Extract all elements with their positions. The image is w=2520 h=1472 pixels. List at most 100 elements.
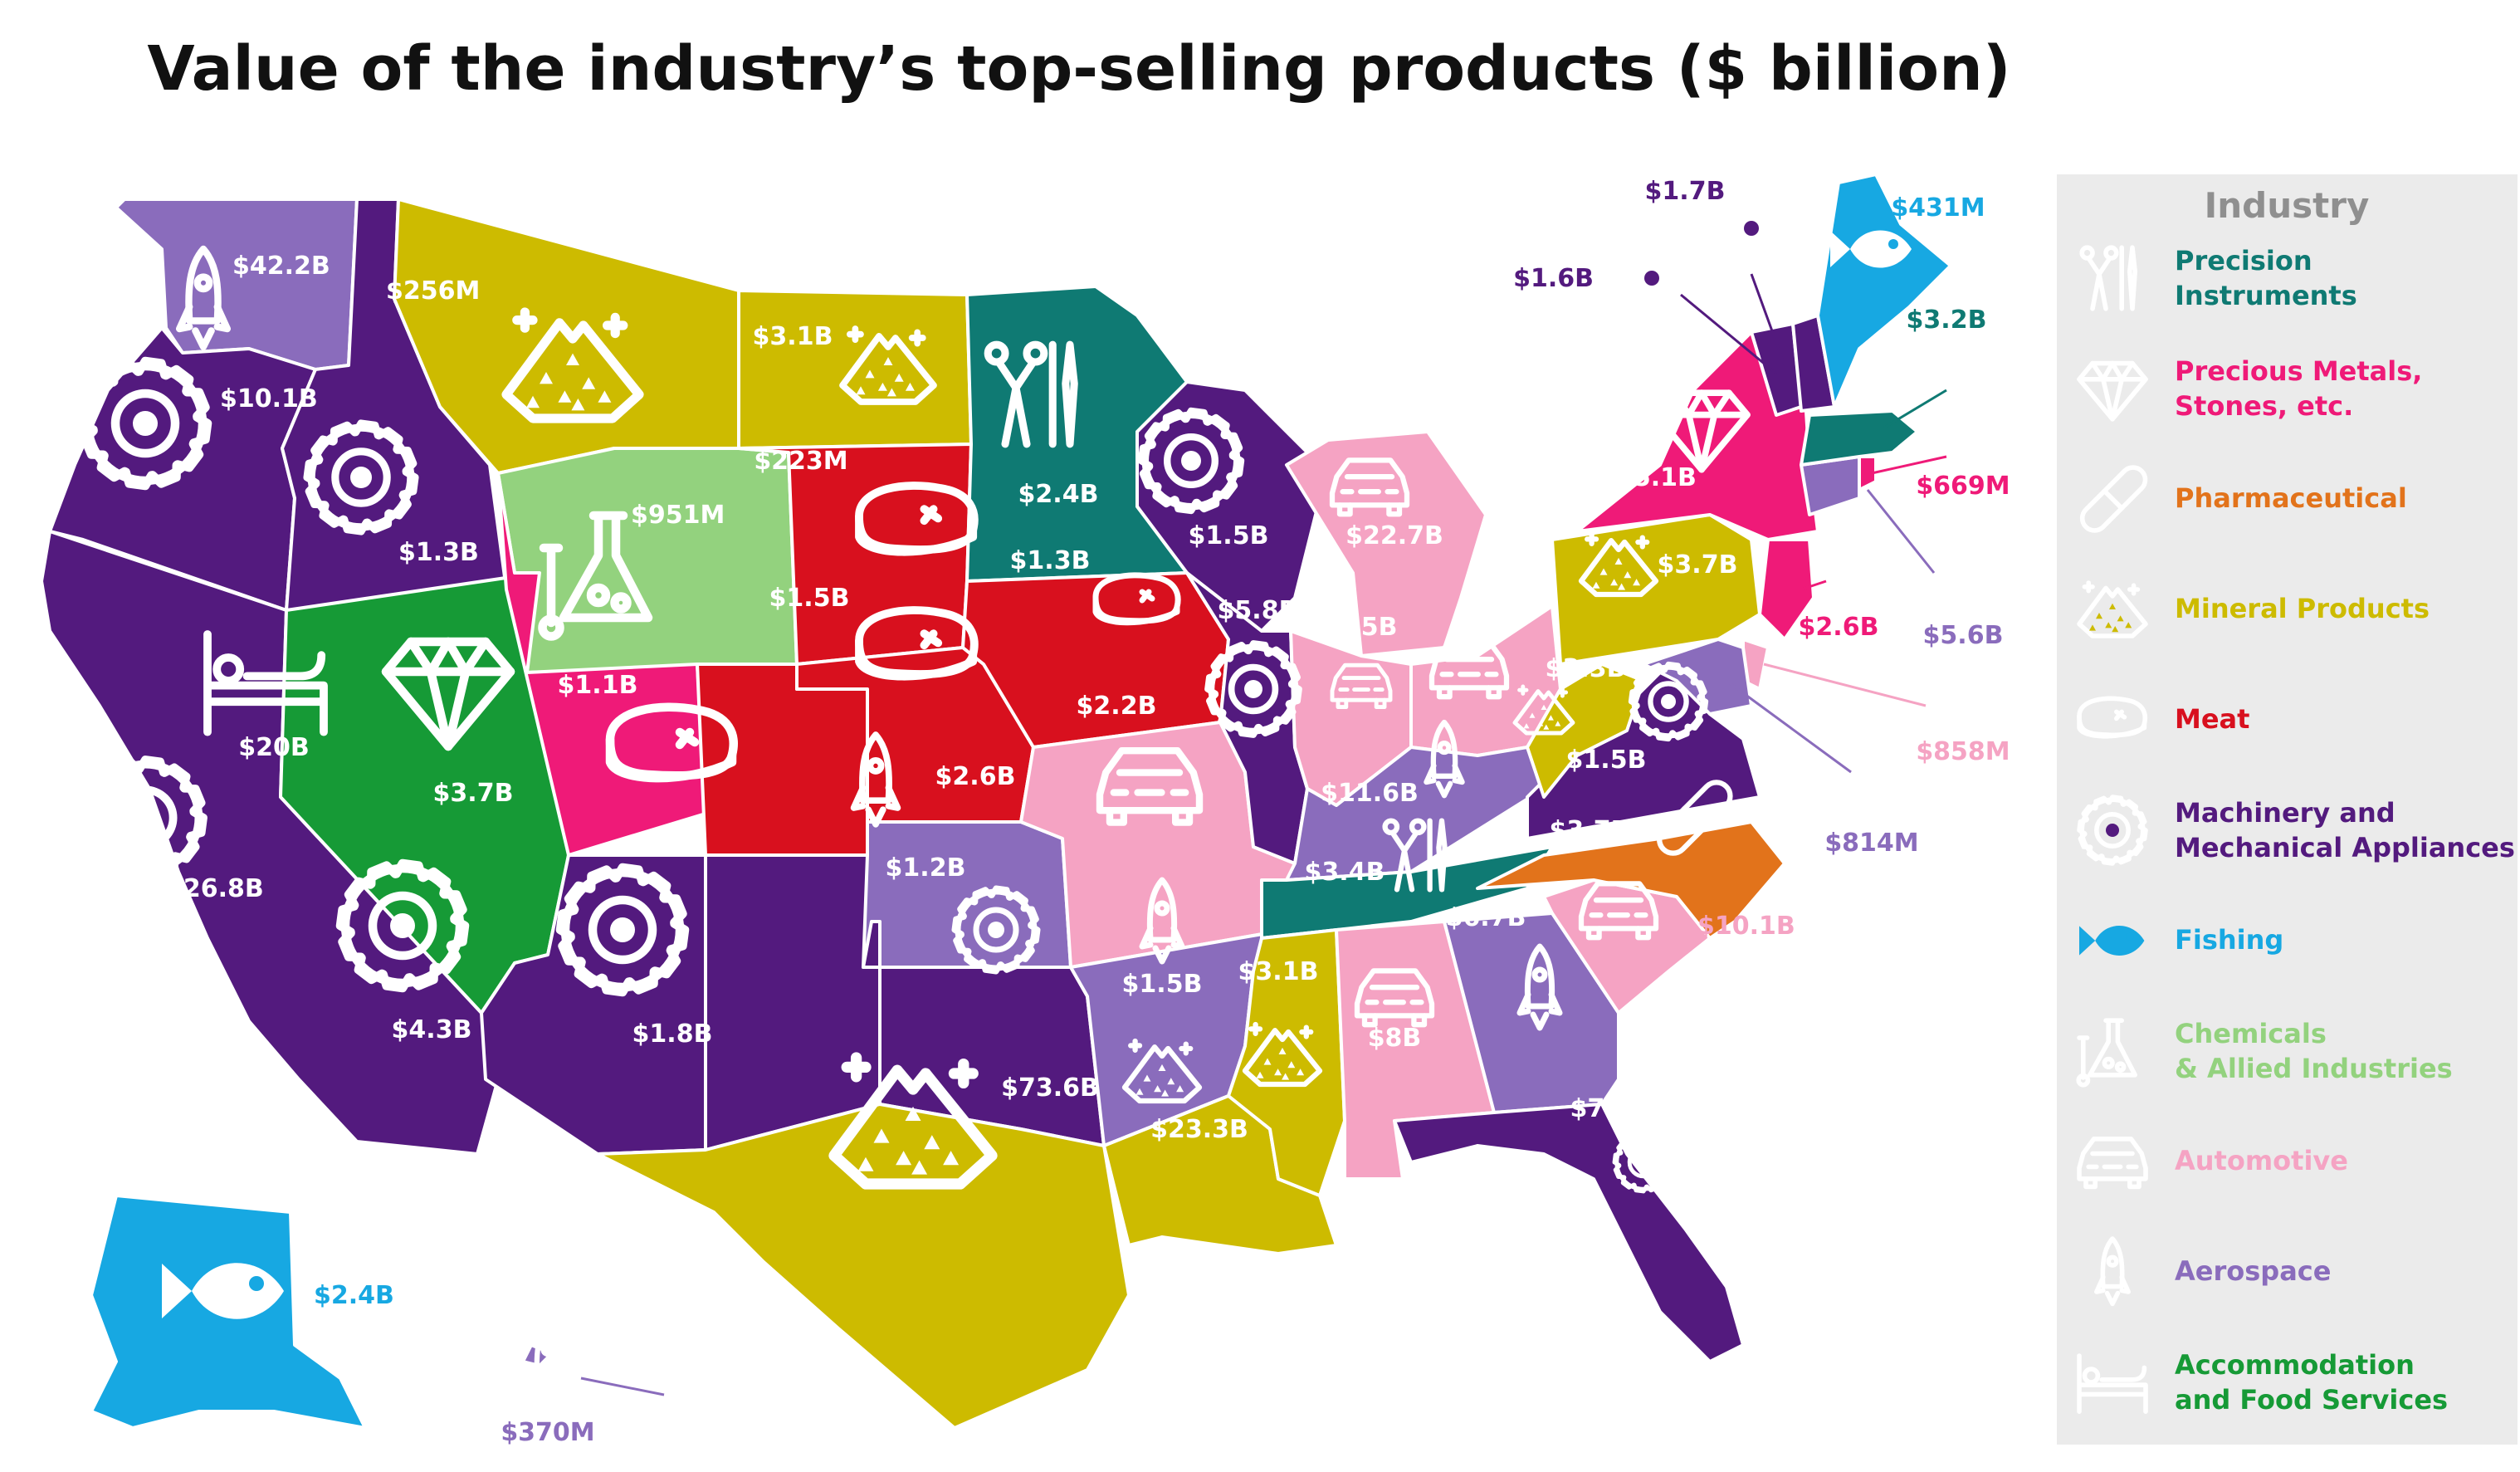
- value-label-de: $858M: [1916, 737, 2010, 766]
- surgical-tools-icon: [2079, 245, 2138, 311]
- legend-label: Precision: [2175, 245, 2312, 276]
- legend-label: Instruments: [2175, 280, 2357, 311]
- mineral-pile-icon: [501, 307, 644, 423]
- legend-item-surgical-tools: Precision Instruments: [2079, 245, 2357, 311]
- gear-icon: [303, 419, 419, 535]
- gear-icon: [1137, 407, 1245, 515]
- value-label-mn: $2.4B: [1018, 480, 1099, 509]
- rocket-icon: [1139, 877, 1185, 965]
- value-label-wv: $3.3B: [1546, 654, 1626, 683]
- gear-icon: [555, 863, 690, 997]
- value-label-me: $431M: [1891, 193, 1985, 223]
- bed-icon: [2077, 1353, 2148, 1415]
- state-md: [1642, 638, 1753, 716]
- state-me: [1816, 173, 1952, 408]
- value-label-al: $8B: [1368, 1024, 1422, 1053]
- legend-label: Machinery and: [2175, 797, 2395, 829]
- state-wi: [1135, 380, 1321, 641]
- value-label-wy: $951M: [631, 501, 725, 530]
- mineral-pile-icon: [1121, 1038, 1203, 1104]
- gear-icon: [78, 356, 212, 491]
- state-tx: [596, 1103, 1131, 1430]
- state-fl: [1393, 1103, 1745, 1363]
- gear-icon: [951, 885, 1041, 975]
- value-label-az: $4.3B: [392, 1015, 472, 1044]
- steak-icon: [2077, 696, 2148, 739]
- leader-line-md: [1726, 679, 1852, 774]
- value-label-ga: $6.7B: [1446, 903, 1526, 932]
- legend-label: Automotive: [2175, 1145, 2348, 1176]
- mineral-pile-icon: [1242, 1021, 1323, 1088]
- value-label-ne: $1.5B: [769, 584, 850, 613]
- legend-label: Mineral Products: [2175, 593, 2430, 624]
- rocket-icon: [2093, 1236, 2132, 1307]
- legend-label: and Food Services: [2175, 1384, 2448, 1416]
- legend-item-pill: Pharmaceutical: [2079, 465, 2407, 533]
- state-nj: [1758, 538, 1815, 641]
- value-label-va: $1.5B: [1566, 746, 1647, 775]
- legend-item-fish: Fishing: [2079, 924, 2283, 956]
- car-icon: [1096, 746, 1204, 826]
- value-label-wi: $1.5B: [1189, 521, 1269, 550]
- value-label-ca: $26.8B: [166, 874, 264, 903]
- leader-line-ma: [1883, 389, 1947, 429]
- car-icon: [1330, 663, 1393, 710]
- steak-icon: [855, 606, 979, 681]
- state-co: [696, 663, 869, 857]
- rocket-icon: [1516, 943, 1563, 1031]
- rocket-icon: [527, 1321, 569, 1401]
- value-label-sd: $223M: [754, 447, 847, 476]
- value-label-tn: $3.4B: [1305, 858, 1385, 887]
- car-icon: [1329, 457, 1410, 517]
- legend-item-steak: Meat: [2077, 696, 2249, 739]
- value-label-md: $814M: [1824, 829, 1918, 858]
- value-label-nc: $3.7B: [1550, 816, 1630, 845]
- value-label-id: $1.3B: [398, 538, 479, 567]
- mineral-pile-icon: [2077, 580, 2148, 638]
- value-label-nj: $2.6B: [1799, 613, 1879, 642]
- car-icon: [1354, 968, 1435, 1028]
- gear-icon: [2077, 795, 2148, 866]
- rocket-icon: [1944, 537, 1982, 608]
- gear-icon: [1711, 188, 1792, 269]
- state-nc: [1476, 820, 1786, 940]
- leader-line-ct: [1866, 489, 1936, 574]
- legend-label: Chemicals: [2175, 1018, 2327, 1049]
- diamond-icon: [381, 637, 515, 751]
- legend-label: Stones, etc.: [2175, 390, 2353, 422]
- mineral-pile-icon: [1512, 684, 1575, 736]
- car-icon: [1923, 683, 1986, 731]
- legend-heading: Industry: [2205, 185, 2370, 226]
- leader-line-nh: [1750, 273, 1786, 366]
- car-icon: [1578, 881, 1659, 941]
- value-label-in: $7.5B: [1317, 613, 1398, 642]
- legend-label: Aerospace: [2175, 1255, 2331, 1287]
- diamond-icon: [1815, 560, 1878, 614]
- value-label-ar: $1.5B: [1122, 970, 1203, 999]
- labels-layer: $42.2B $10.1B $26.8B $1.3B $20B $256M $951M $3.…: [166, 177, 2010, 1447]
- value-label-hi: $370M: [501, 1418, 594, 1447]
- state-nm: [704, 853, 882, 1152]
- map-title: Value of the industry’s top-selling prod…: [147, 33, 2011, 105]
- leaders-layer: [580, 273, 1947, 1396]
- leader-line-de: [1763, 663, 1927, 707]
- rocket-icon: [1424, 719, 1465, 799]
- value-label-ri: $669M: [1916, 472, 2010, 501]
- value-label-ny: $25.1B: [1599, 463, 1697, 492]
- value-label-ia: $1.3B: [1010, 546, 1091, 575]
- surgical-tools-icon: [1913, 340, 1972, 407]
- diamond-icon: [1653, 389, 1751, 473]
- legend-items: Precision Instruments Precious Metals,Ston…: [2076, 245, 2515, 1416]
- legend-label: & Allied Industries: [2175, 1053, 2453, 1084]
- leader-line-hi: [580, 1377, 665, 1396]
- value-label-fl: $7.6B: [1570, 1094, 1651, 1123]
- legend-label: Mechanical Appliances: [2175, 832, 2515, 863]
- value-label-mi: $22.7B: [1345, 521, 1443, 550]
- value-label-ks: $2.6B: [935, 762, 1016, 791]
- value-label-mo: $2.2B: [1077, 692, 1157, 721]
- legend: Industry Precision Instruments Precious Me…: [2057, 174, 2518, 1445]
